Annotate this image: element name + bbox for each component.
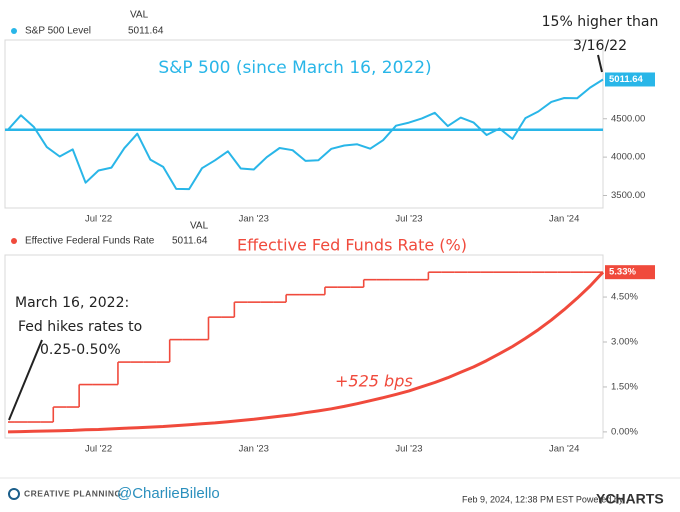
x-tick-label: Jan '23 <box>239 214 269 225</box>
brand-logo <box>8 488 20 500</box>
end-label: 5011.64 <box>609 74 644 85</box>
value-header: VAL <box>130 10 149 21</box>
end-label-box <box>605 72 655 87</box>
plot-frame <box>4 39 604 209</box>
y-tick-label: 1.50% <box>611 381 638 392</box>
series-line <box>7 78 604 191</box>
curve-annotation: +525 bps <box>335 372 413 391</box>
end-label: 5.33% <box>609 267 636 278</box>
annotation: March 16, 2022: <box>15 295 129 311</box>
value-header: VAL <box>190 221 209 232</box>
y-tick-label: 4.50% <box>611 292 638 303</box>
header-value: 5011.64 <box>128 26 164 37</box>
annotation: 0.25-0.50% <box>40 342 121 358</box>
chart-title: Effective Fed Funds Rate (%) <box>237 236 467 255</box>
end-label-box <box>605 265 655 280</box>
legend-label: S&P 500 Level <box>25 26 91 37</box>
annotation-arrow <box>8 339 43 421</box>
handle: @CharlieBilello <box>117 485 220 502</box>
x-tick-label: Jul '23 <box>395 214 422 225</box>
x-tick-label: Jan '24 <box>549 444 579 455</box>
annotation-arrow <box>597 54 603 73</box>
header-value: 5011.64 <box>172 236 208 247</box>
y-tick-label: 4000.00 <box>611 152 645 163</box>
legend-dot <box>11 238 17 244</box>
timestamp: Feb 9, 2024, 12:38 PM EST Powered by <box>462 494 624 504</box>
y-tick-label: 0.00% <box>611 426 638 437</box>
y-tick-label: 3500.00 <box>611 190 645 201</box>
legend-label: Effective Federal Funds Rate <box>25 236 155 247</box>
annotation: Fed hikes rates to <box>18 319 142 335</box>
brand: CREATIVE PLANNING <box>24 488 122 498</box>
y-tick-label: 4500.00 <box>611 113 645 124</box>
annotation: 15% higher than <box>542 14 659 30</box>
source: YCHARTS <box>596 491 664 507</box>
annotation: 3/16/22 <box>573 38 627 54</box>
x-tick-label: Jul '22 <box>85 444 112 455</box>
series-line <box>7 271 605 434</box>
x-tick-label: Jan '24 <box>549 214 579 225</box>
chart-title: S&P 500 (since March 16, 2022) <box>158 58 431 78</box>
x-tick-label: Jul '22 <box>85 214 112 225</box>
legend-dot <box>11 28 17 34</box>
y-tick-label: 3.00% <box>611 337 638 348</box>
plot-frame <box>4 254 604 439</box>
x-tick-label: Jan '23 <box>239 444 269 455</box>
x-tick-label: Jul '23 <box>395 444 422 455</box>
